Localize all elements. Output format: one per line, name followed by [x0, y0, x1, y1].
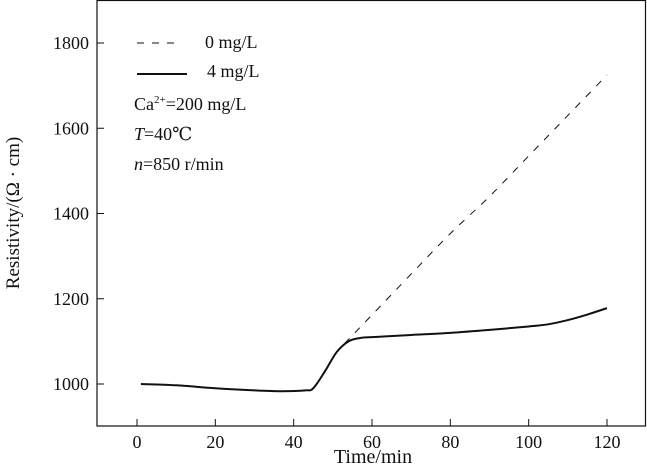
- x-tick-label: 100: [515, 432, 542, 452]
- legend-label-4mg: 4 mg/L: [207, 61, 260, 81]
- x-tick-label: 60: [363, 432, 381, 452]
- y-axis-label: Resistivity/(Ω · cm): [3, 137, 24, 289]
- series-line-0mgl: [344, 74, 608, 344]
- legend-label-0mg: 0 mg/L: [205, 32, 258, 52]
- x-tick-label: 80: [441, 432, 459, 452]
- x-axis-label: Time/min: [334, 446, 412, 468]
- y-tick-label: 1600: [53, 118, 89, 138]
- annotation-calcium: Ca2+=200 mg/L: [134, 94, 246, 114]
- series-line-4mgl: [140, 307, 608, 393]
- x-tick-label: 20: [206, 432, 224, 452]
- annotation-temperature: T=40℃: [134, 124, 192, 144]
- x-tick-label: 120: [594, 432, 621, 452]
- annotation-speed: n=850 r/min: [134, 154, 224, 174]
- y-tick-label: 1000: [53, 374, 89, 394]
- x-tick-label: 0: [133, 432, 142, 452]
- y-tick-label: 1800: [53, 33, 89, 53]
- x-tick-label: 40: [285, 432, 303, 452]
- y-tick-label: 1400: [53, 204, 89, 224]
- legend: 0 mg/L 4 mg/L: [137, 32, 260, 81]
- plot-frame: [96, 0, 647, 427]
- y-tick-label: 1200: [53, 289, 89, 309]
